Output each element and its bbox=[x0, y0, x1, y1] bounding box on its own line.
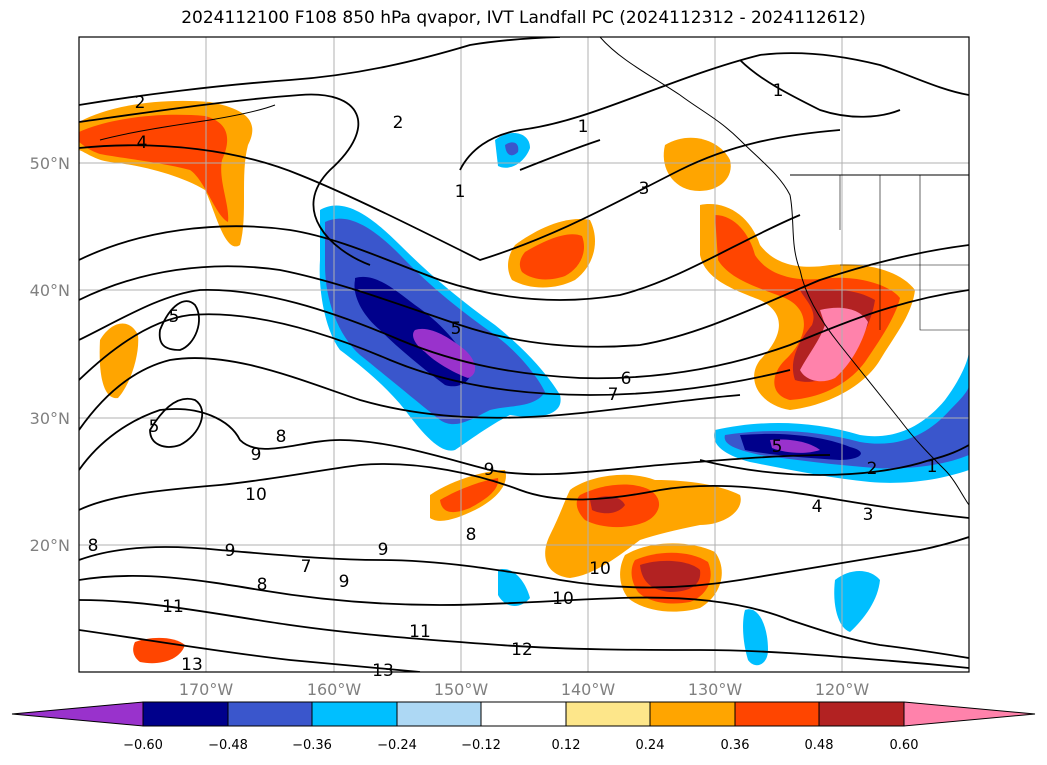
contour-label: 9 bbox=[225, 541, 236, 561]
contour-label: 5 bbox=[772, 437, 783, 457]
contour-label: 10 bbox=[245, 485, 267, 505]
colorbar bbox=[11, 701, 1036, 727]
colorbar-tick-label: 0.36 bbox=[720, 738, 750, 753]
shade-st3-red bbox=[440, 478, 499, 513]
colorbar-segment bbox=[396, 701, 482, 727]
contour-label: 5 bbox=[149, 417, 160, 437]
contour-label: 4 bbox=[812, 497, 823, 517]
coast-alaska bbox=[599, 37, 969, 506]
contour-label: 3 bbox=[639, 179, 650, 199]
contour-label: 8 bbox=[88, 536, 99, 556]
contour-label: 5 bbox=[451, 319, 462, 339]
ivt-contours bbox=[79, 37, 969, 672]
shade-ne-pink bbox=[800, 307, 868, 382]
contour-label-group: 2 4 2 1 1 1 3 5 5 5 6 7 8 9 10 9 9 8 9 7… bbox=[88, 81, 938, 681]
lat-label: 50°N bbox=[29, 154, 70, 173]
shading-layer bbox=[79, 100, 969, 666]
shade-sw-blue bbox=[834, 571, 880, 632]
colorbar-segment bbox=[565, 701, 651, 727]
colorbar-tick-label: 0.48 bbox=[804, 738, 834, 753]
contour-label: 13 bbox=[372, 661, 394, 681]
colorbar-segment bbox=[649, 701, 736, 727]
colorbar-tick-label: 0.12 bbox=[551, 738, 581, 753]
lat-label: 30°N bbox=[29, 409, 70, 428]
lon-label: 170°W bbox=[178, 680, 234, 699]
lon-label: 150°W bbox=[433, 680, 489, 699]
contour-label: 1 bbox=[773, 81, 784, 101]
contour-label: 2 bbox=[867, 459, 878, 479]
colorbar-segment bbox=[480, 701, 567, 727]
contour-label: 10 bbox=[589, 559, 611, 579]
colorbar-tick-label: 0.24 bbox=[635, 738, 665, 753]
shade-nblue-small2 bbox=[505, 142, 519, 156]
contour-label: 3 bbox=[863, 505, 874, 525]
colorbar-tick-label: 0.60 bbox=[889, 738, 919, 753]
contour-label: 9 bbox=[251, 445, 262, 465]
colorbar-segment bbox=[142, 701, 229, 727]
colorbar-segment bbox=[734, 701, 820, 727]
contour-label: 5 bbox=[169, 307, 180, 327]
lat-label: 20°N bbox=[29, 536, 70, 555]
colorbar-tick-label: −0.60 bbox=[123, 738, 163, 753]
colorbar-segment bbox=[227, 701, 313, 727]
colorbar-tick-label: −0.24 bbox=[377, 738, 417, 753]
contour-label: 2 bbox=[135, 93, 146, 113]
contour-label: 9 bbox=[484, 460, 495, 480]
contour-label: 13 bbox=[181, 655, 203, 675]
shade-st2-darkred bbox=[640, 560, 701, 592]
contour-label: 8 bbox=[257, 575, 268, 595]
lon-label: 140°W bbox=[560, 680, 616, 699]
lon-label: 160°W bbox=[306, 680, 362, 699]
colorbar-tick-label: −0.12 bbox=[461, 738, 501, 753]
lon-label: 130°W bbox=[687, 680, 743, 699]
plot-frame bbox=[78, 36, 970, 673]
contour-label: 9 bbox=[378, 540, 389, 560]
contour-label: 1 bbox=[578, 117, 589, 137]
shade-s-blue bbox=[498, 569, 530, 606]
colorbar-extend-high bbox=[903, 701, 1036, 727]
shade-ne-top-orange bbox=[663, 137, 731, 191]
coastlines bbox=[99, 37, 969, 506]
contour-label: 7 bbox=[608, 385, 619, 405]
contour-label: 1 bbox=[455, 182, 466, 202]
contour-label: 10 bbox=[552, 589, 574, 609]
contour-label: 8 bbox=[276, 427, 287, 447]
state-lines bbox=[839, 175, 969, 331]
colorbar-segment bbox=[311, 701, 398, 727]
shade-se-purple bbox=[770, 439, 820, 453]
contour-label: 11 bbox=[409, 622, 431, 642]
contour-label: 2 bbox=[393, 113, 404, 133]
lon-label: 120°W bbox=[814, 680, 870, 699]
contour-label: 4 bbox=[137, 133, 148, 153]
contour-label: 7 bbox=[301, 557, 312, 577]
shade-purple bbox=[413, 328, 476, 378]
lat-label: 40°N bbox=[29, 281, 70, 300]
contour-label: 8 bbox=[466, 525, 477, 545]
colorbar-tick-label: −0.48 bbox=[208, 738, 248, 753]
shade-central-red bbox=[519, 234, 585, 280]
contour-label: 11 bbox=[162, 597, 184, 617]
shade-nw-red bbox=[79, 114, 229, 222]
shade-st1-darkred bbox=[590, 496, 625, 514]
contour-label: 12 bbox=[511, 640, 533, 660]
colorbar-tick-label: −0.36 bbox=[292, 738, 332, 753]
map-title: 2024112100 F108 850 hPa qvapor, IVT Land… bbox=[181, 8, 866, 28]
contour-label: 1 bbox=[927, 457, 938, 477]
colorbar-extend-low bbox=[11, 701, 144, 727]
contour-label: 9 bbox=[339, 572, 350, 592]
contour-label: 6 bbox=[621, 369, 632, 389]
coast-aleutians bbox=[99, 104, 276, 141]
colorbar-segment bbox=[818, 701, 905, 727]
